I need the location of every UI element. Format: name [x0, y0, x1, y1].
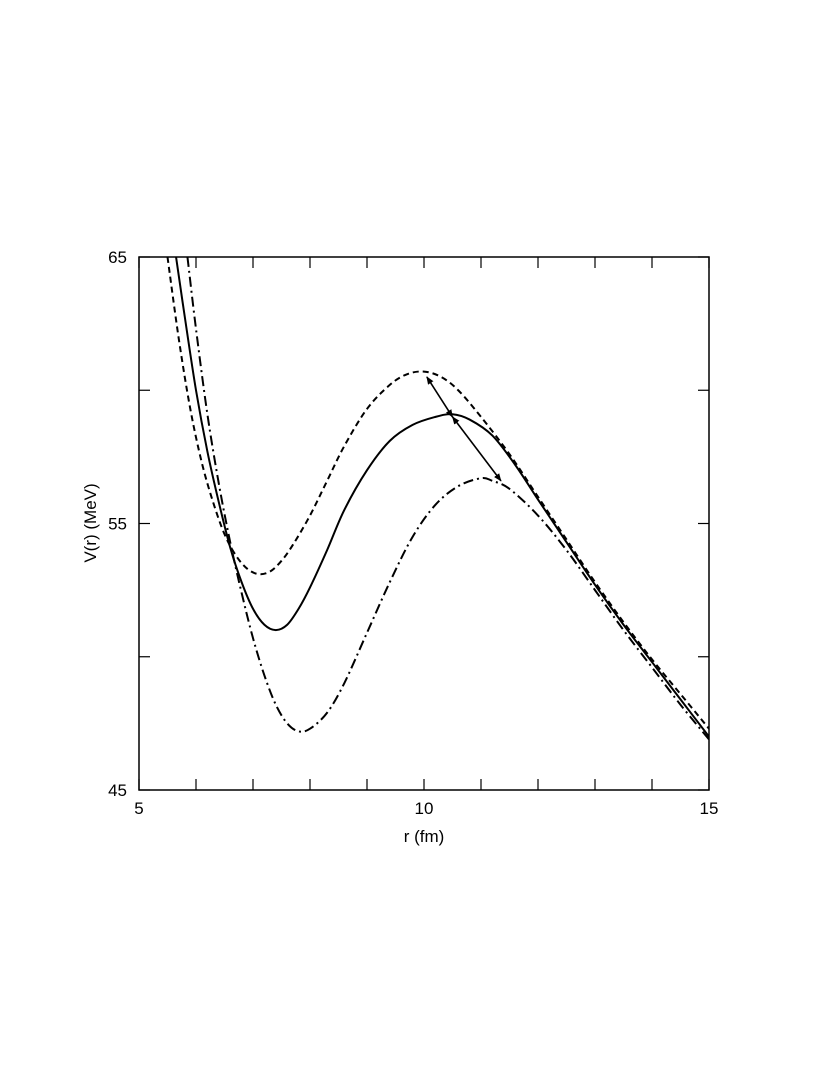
axis-tick-labels: 5 10 15 45 55 65 [108, 248, 718, 818]
x-axis-label: r (fm) [404, 827, 445, 846]
series-line-dash-dot [186, 257, 709, 741]
series-line-dashed [166, 257, 709, 730]
axis-ticks [138, 256, 710, 791]
series-group [166, 257, 709, 741]
y-tick-label: 55 [108, 515, 127, 534]
series-line-solid [175, 257, 709, 738]
x-tick-label: 10 [415, 799, 434, 818]
y-tick-label: 45 [108, 781, 127, 800]
double-arrow-annotation [426, 376, 454, 418]
y-axis-label: V(r) (MeV) [81, 483, 100, 562]
x-tick-label: 15 [700, 799, 719, 818]
x-tick-label: 5 [134, 799, 143, 818]
double-arrow-annotation [451, 416, 502, 482]
annotation-group [426, 376, 502, 482]
y-tick-label: 65 [108, 248, 127, 267]
